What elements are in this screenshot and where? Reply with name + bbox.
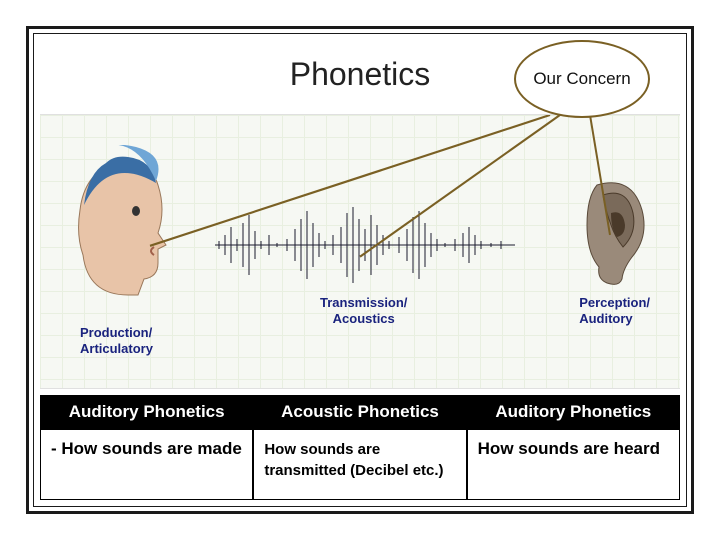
ear-illustration xyxy=(577,175,652,285)
table-cell: - How sounds are made xyxy=(40,429,253,501)
caption-line: Auditory xyxy=(579,311,650,327)
caption-auditory: Perception/ Auditory xyxy=(579,295,650,326)
title-row: Phonetics Our Concern xyxy=(34,34,686,114)
caption-articulatory: Production/ Articulatory xyxy=(80,325,153,356)
caption-line: Production/ xyxy=(80,325,153,341)
slide: Phonetics Our Concern xyxy=(0,0,720,540)
inner-frame: Phonetics Our Concern xyxy=(33,33,687,507)
table-cell-text: How sounds are transmitted (Decibel etc.… xyxy=(264,441,443,480)
caption-line: Transmission/ xyxy=(320,295,407,311)
our-concern-label: Our Concern xyxy=(533,69,630,89)
phonetics-table: Auditory Phonetics Acoustic Phonetics Au… xyxy=(40,395,680,501)
waveform-illustration xyxy=(215,205,515,285)
our-concern-callout: Our Concern xyxy=(514,40,650,118)
caption-acoustics: Transmission/ Acoustics xyxy=(320,295,407,326)
outer-frame: Phonetics Our Concern xyxy=(26,26,694,514)
table-header: Auditory Phonetics xyxy=(40,395,253,429)
table-header: Auditory Phonetics xyxy=(467,395,680,429)
caption-line: Acoustics xyxy=(320,311,407,327)
table-cell: How sounds are transmitted (Decibel etc.… xyxy=(253,429,466,501)
table-cell: How sounds are heard xyxy=(467,429,680,501)
diagram-area: Production/ Articulatory Transmission/ A… xyxy=(40,114,680,389)
caption-line: Articulatory xyxy=(80,341,153,357)
table-header: Acoustic Phonetics xyxy=(253,395,466,429)
caption-line: Perception/ xyxy=(579,295,650,311)
page-title: Phonetics xyxy=(290,56,431,93)
head-illustration xyxy=(58,145,178,315)
